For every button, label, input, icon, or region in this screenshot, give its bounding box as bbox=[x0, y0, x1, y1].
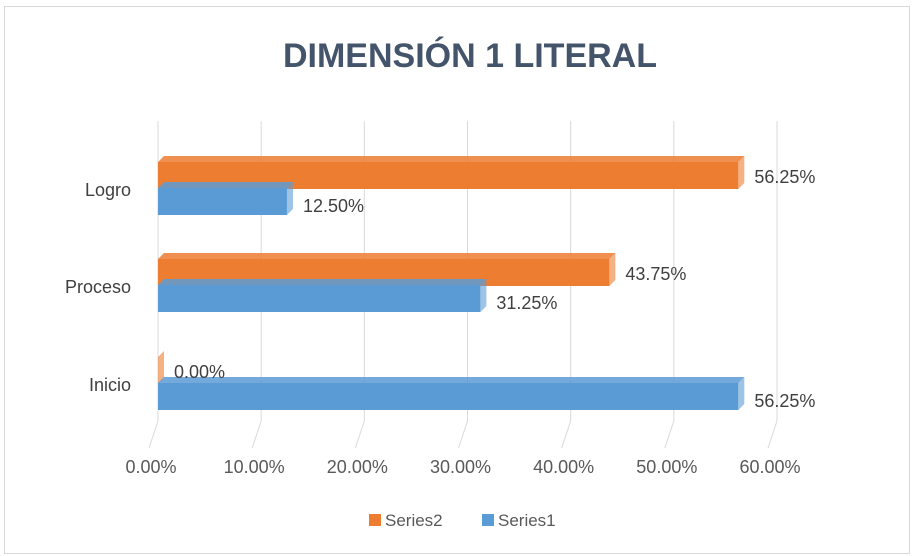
bar-top-face bbox=[158, 279, 487, 285]
bar-side-face bbox=[609, 253, 616, 286]
bar-top-face bbox=[158, 182, 293, 188]
x-tick-label: 60.00% bbox=[739, 457, 800, 477]
bar-side-face bbox=[286, 182, 293, 215]
legend-label: Series2 bbox=[385, 511, 443, 530]
category-label: Inicio bbox=[89, 375, 131, 395]
bar-top-face bbox=[158, 253, 616, 259]
bar-top-face bbox=[158, 377, 745, 383]
axis-labels: 0.00% 10.00% 20.00% 30.00% 40.00% 50.00% 60.00… bbox=[65, 180, 801, 477]
x-tick-label: 0.00% bbox=[125, 457, 176, 477]
chart-title: DIMENSIÓN 1 LITERAL bbox=[283, 37, 657, 75]
data-label-series1: 56.25% bbox=[754, 391, 815, 411]
bar-side-face bbox=[480, 279, 487, 312]
data-labels: 0.00% 56.25% 43.75% 31.25% 56.25% 12.50% bbox=[174, 167, 815, 411]
bar-series1 bbox=[158, 377, 745, 410]
bar-chart: DIMENSIÓN 1 LITERAL 0.00% 56.25% 43.75% 31.… bbox=[65, 37, 815, 530]
x-tick-label: 40.00% bbox=[533, 457, 594, 477]
bar-side-face bbox=[738, 377, 745, 410]
data-label-series2: 0.00% bbox=[174, 362, 225, 382]
gridline-floor bbox=[664, 420, 675, 449]
gridline-floor bbox=[767, 420, 778, 449]
gridline-floor bbox=[148, 420, 159, 449]
gridline-floor bbox=[561, 420, 572, 449]
legend-label: Series1 bbox=[498, 511, 556, 530]
bar-front-face bbox=[158, 188, 287, 215]
x-tick-label: 50.00% bbox=[636, 457, 697, 477]
data-label-series1: 12.50% bbox=[303, 196, 364, 216]
x-tick-label: 30.00% bbox=[430, 457, 491, 477]
bar-front-face bbox=[158, 285, 481, 312]
category-label: Logro bbox=[85, 180, 131, 200]
bar-side-face bbox=[158, 351, 164, 384]
x-tick-label: 20.00% bbox=[327, 457, 388, 477]
bar-series1 bbox=[158, 182, 293, 215]
data-label-series1: 31.25% bbox=[496, 293, 557, 313]
gridline-floor bbox=[251, 420, 262, 449]
legend-swatch bbox=[369, 514, 381, 526]
category-label: Proceso bbox=[65, 277, 131, 297]
gridline-floor bbox=[458, 420, 468, 449]
bar-top-face bbox=[158, 156, 745, 162]
data-label-series2: 56.25% bbox=[754, 167, 815, 187]
bar-side-face bbox=[738, 156, 745, 189]
data-label-series2: 43.75% bbox=[625, 264, 686, 284]
gridline-floor bbox=[354, 420, 365, 449]
bar-front-face bbox=[158, 383, 739, 410]
legend-swatch bbox=[482, 514, 494, 526]
legend: Series2 Series1 bbox=[369, 511, 556, 530]
bar-series1 bbox=[158, 279, 487, 312]
bars bbox=[158, 156, 745, 410]
bar-series2 bbox=[158, 351, 164, 384]
chart-frame: DIMENSIÓN 1 LITERAL 0.00% 56.25% 43.75% 31.… bbox=[4, 6, 910, 554]
x-tick-label: 10.00% bbox=[224, 457, 285, 477]
